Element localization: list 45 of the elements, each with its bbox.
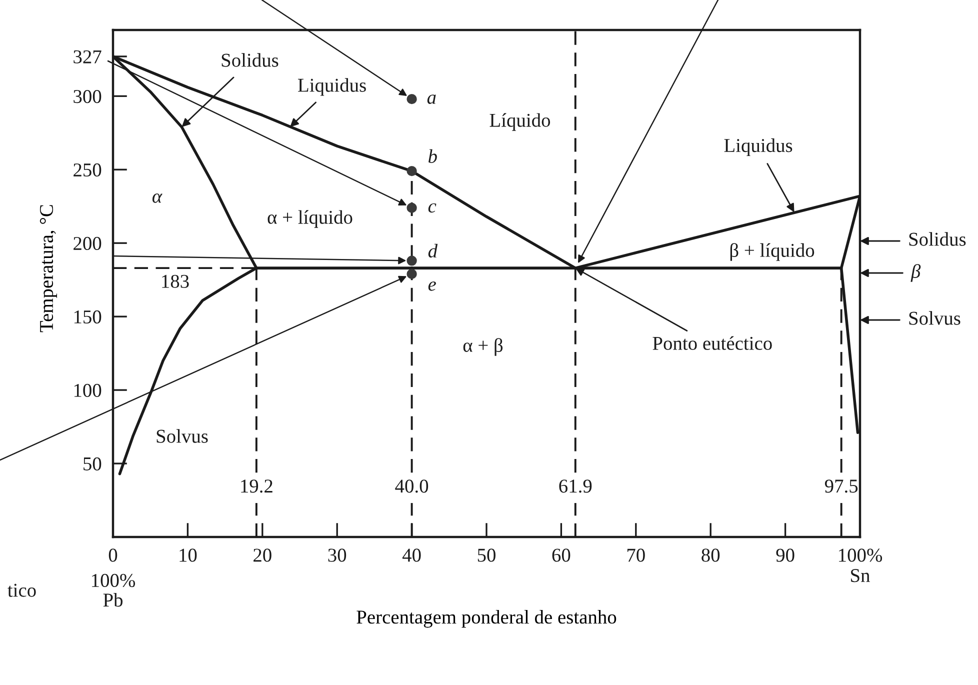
annotation: α + β bbox=[463, 338, 503, 356]
y-tick-label: 50 bbox=[84, 457, 102, 470]
annotation: Liquidus bbox=[724, 138, 792, 156]
annotation: c bbox=[428, 203, 436, 213]
annotation: Ponto eutéctico bbox=[652, 336, 772, 350]
x-tick-label: 90 bbox=[776, 548, 794, 562]
annotation: e bbox=[428, 281, 436, 291]
annotation: β + líquido bbox=[730, 243, 814, 261]
x-tick-label: 70 bbox=[627, 548, 645, 562]
x-tick-label: 30 bbox=[328, 548, 346, 562]
annotation: α bbox=[152, 194, 162, 203]
y-tick-label: 327 bbox=[74, 50, 102, 64]
y-tick-label: 100 bbox=[74, 384, 102, 397]
text: Solidus bbox=[909, 232, 966, 246]
ref-line-label: 40.0 bbox=[395, 480, 428, 493]
annotation: α + líquido bbox=[268, 210, 352, 228]
text: tico bbox=[8, 584, 36, 597]
annotation: Líquido bbox=[490, 113, 550, 131]
y-tick-label: 250 bbox=[74, 163, 102, 177]
annotation: Solvus bbox=[156, 429, 208, 443]
ref-line-label: 97.5 bbox=[824, 480, 858, 493]
x-tick-label: 100% Sn bbox=[839, 548, 882, 582]
annotation: Solidus bbox=[222, 53, 278, 67]
x-tick-label: 80 bbox=[702, 548, 720, 562]
x-axis-title: Percentagem ponderal de estanho bbox=[356, 610, 616, 628]
text: β bbox=[910, 264, 921, 282]
text: Solvus bbox=[909, 311, 960, 325]
annotation: a bbox=[427, 94, 436, 104]
y-tick-label: 200 bbox=[74, 236, 102, 250]
y-axis-title: Temperatura, °C bbox=[40, 205, 57, 332]
x-tick-label: 40 bbox=[402, 548, 421, 562]
annotation: d bbox=[428, 244, 438, 258]
y-tick-label: 300 bbox=[74, 90, 102, 104]
x-tick-label: 10 bbox=[180, 548, 197, 562]
x-tick-label: 50 bbox=[478, 548, 496, 562]
y-tick-label: 150 bbox=[74, 310, 102, 324]
x-tick-label: 0 bbox=[108, 548, 118, 562]
x-tick-label: 60 bbox=[552, 548, 570, 562]
annotation: Liquidus bbox=[298, 78, 366, 96]
ref-line-label: 19.2 bbox=[241, 480, 272, 493]
annotation: 183 bbox=[162, 274, 189, 288]
x-tick-label: 20 bbox=[254, 548, 272, 562]
annotation: b bbox=[428, 149, 437, 163]
text: 100% Pb bbox=[92, 574, 136, 607]
ref-line-label: 61.9 bbox=[559, 480, 592, 493]
